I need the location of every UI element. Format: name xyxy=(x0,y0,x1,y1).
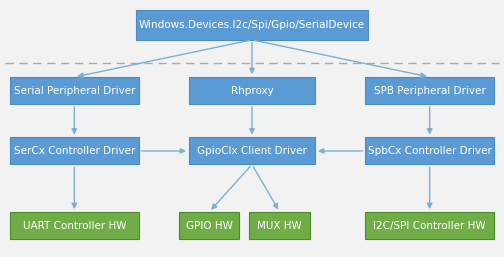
FancyBboxPatch shape xyxy=(365,77,494,104)
Text: MUX HW: MUX HW xyxy=(258,221,302,231)
FancyBboxPatch shape xyxy=(179,212,239,239)
Text: GpioClx Client Driver: GpioClx Client Driver xyxy=(197,146,307,156)
Text: SPB Peripheral Driver: SPB Peripheral Driver xyxy=(374,86,485,96)
Text: Rhproxy: Rhproxy xyxy=(231,86,273,96)
FancyBboxPatch shape xyxy=(249,212,310,239)
FancyBboxPatch shape xyxy=(189,137,315,164)
Text: SerCx Controller Driver: SerCx Controller Driver xyxy=(14,146,135,156)
Text: I2C/SPI Controller HW: I2C/SPI Controller HW xyxy=(373,221,486,231)
FancyBboxPatch shape xyxy=(136,10,368,40)
FancyBboxPatch shape xyxy=(10,137,139,164)
FancyBboxPatch shape xyxy=(10,212,139,239)
FancyBboxPatch shape xyxy=(10,77,139,104)
FancyBboxPatch shape xyxy=(365,137,494,164)
Text: UART Controller HW: UART Controller HW xyxy=(23,221,126,231)
Text: Windows.Devices.I2c/Spi/Gpio/SerialDevice: Windows.Devices.I2c/Spi/Gpio/SerialDevic… xyxy=(139,20,365,30)
FancyBboxPatch shape xyxy=(365,212,494,239)
Text: Serial Peripheral Driver: Serial Peripheral Driver xyxy=(14,86,135,96)
Text: SpbCx Controller Driver: SpbCx Controller Driver xyxy=(368,146,491,156)
Text: GPIO HW: GPIO HW xyxy=(185,221,233,231)
FancyBboxPatch shape xyxy=(189,77,315,104)
